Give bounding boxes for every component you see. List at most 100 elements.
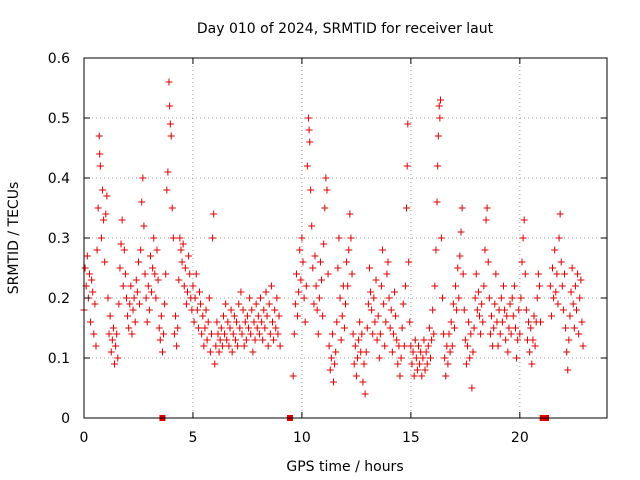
data-point — [549, 264, 557, 272]
data-point — [210, 210, 218, 218]
data-point — [138, 198, 146, 206]
data-point — [479, 318, 487, 326]
data-point — [198, 330, 206, 338]
data-point — [363, 324, 371, 332]
data-point — [189, 282, 197, 290]
data-point — [384, 258, 392, 266]
data-point — [556, 210, 564, 218]
data-point — [376, 330, 384, 338]
data-point — [312, 282, 320, 290]
data-point — [315, 294, 323, 302]
data-point — [242, 336, 250, 344]
data-point — [343, 258, 351, 266]
data-point — [155, 324, 163, 332]
data-point — [407, 342, 415, 350]
data-point — [211, 360, 219, 368]
data-point — [151, 270, 159, 278]
data-point — [331, 360, 339, 368]
data-point — [158, 348, 166, 356]
data-point — [313, 306, 321, 314]
data-point — [409, 348, 417, 356]
data-point — [222, 300, 230, 308]
data-point — [553, 270, 561, 278]
data-point — [340, 324, 348, 332]
data-point — [205, 294, 213, 302]
data-point — [228, 348, 236, 356]
data-point — [567, 288, 575, 296]
data-point — [501, 306, 509, 314]
data-point — [450, 324, 458, 332]
data-point — [99, 186, 107, 194]
data-point — [107, 348, 115, 356]
data-point — [327, 354, 335, 362]
data-point — [101, 258, 109, 266]
data-point — [403, 162, 411, 170]
data-point — [420, 336, 428, 344]
data-point — [574, 270, 582, 278]
data-point — [302, 282, 310, 290]
data-point — [509, 312, 517, 320]
data-point — [513, 354, 521, 362]
data-point — [173, 342, 181, 350]
data-point — [115, 300, 123, 308]
data-point — [243, 312, 251, 320]
data-point — [506, 300, 514, 308]
data-point — [112, 342, 120, 350]
data-point — [442, 372, 450, 380]
data-point — [226, 324, 234, 332]
data-point — [85, 270, 93, 278]
data-point — [240, 342, 248, 350]
data-point — [203, 336, 211, 344]
data-point — [275, 312, 283, 320]
data-point — [134, 258, 142, 266]
data-point — [235, 300, 243, 308]
data-point — [499, 282, 507, 290]
data-point — [253, 324, 261, 332]
data-point — [568, 264, 576, 272]
data-point — [241, 318, 249, 326]
data-point — [140, 222, 148, 230]
data-point — [88, 276, 96, 284]
data-point — [492, 270, 500, 278]
data-point — [314, 330, 322, 338]
data-point — [562, 324, 570, 332]
data-point — [95, 132, 103, 140]
data-point — [555, 234, 563, 242]
data-point — [379, 246, 387, 254]
data-point — [372, 276, 380, 284]
data-point — [459, 270, 467, 278]
x-tick-labels: 0 5 10 15 20 — [80, 430, 529, 446]
data-point — [452, 282, 460, 290]
data-point — [377, 282, 385, 290]
data-point — [172, 312, 180, 320]
data-point — [215, 348, 223, 356]
data-point — [144, 282, 152, 290]
data-points — [80, 78, 587, 398]
data-point — [320, 240, 328, 248]
data-point — [310, 300, 318, 308]
data-point — [292, 270, 300, 278]
data-point — [152, 294, 160, 302]
data-point — [423, 360, 431, 368]
data-point — [504, 348, 512, 356]
data-point — [105, 330, 113, 338]
data-point — [166, 120, 174, 128]
data-point — [353, 354, 361, 362]
data-point — [176, 234, 184, 242]
data-point — [435, 102, 443, 110]
data-point — [368, 306, 376, 314]
data-point — [516, 330, 524, 338]
data-point — [393, 336, 401, 344]
data-point — [212, 342, 220, 350]
data-point — [290, 330, 298, 338]
data-point — [461, 336, 469, 344]
data-point — [554, 300, 562, 308]
data-point — [93, 246, 101, 254]
data-point — [486, 330, 494, 338]
data-point — [410, 372, 418, 380]
data-point — [522, 306, 530, 314]
data-point — [392, 312, 400, 320]
data-point — [415, 342, 423, 350]
data-point — [457, 228, 465, 236]
data-point — [558, 282, 566, 290]
